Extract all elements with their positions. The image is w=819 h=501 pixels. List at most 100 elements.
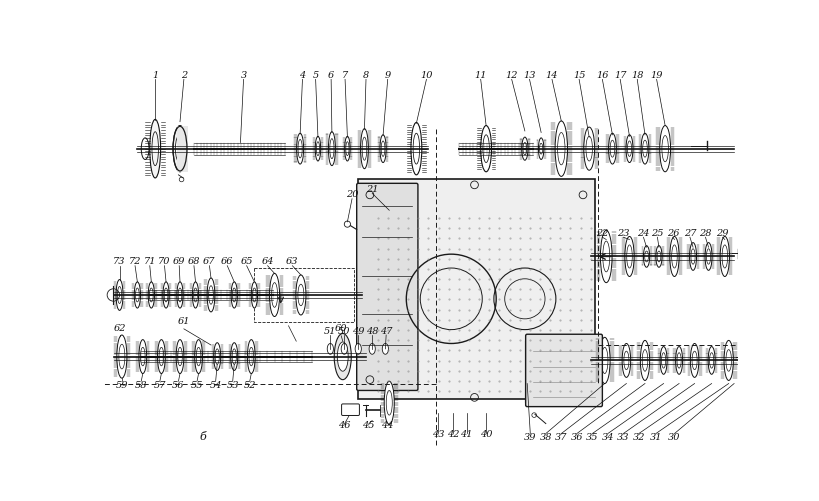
Ellipse shape	[661, 136, 667, 162]
Ellipse shape	[599, 337, 609, 384]
Text: 64: 64	[261, 258, 274, 267]
Ellipse shape	[232, 288, 236, 302]
Ellipse shape	[386, 390, 391, 415]
Text: 38: 38	[539, 433, 551, 442]
Ellipse shape	[656, 251, 660, 262]
Ellipse shape	[480, 126, 491, 172]
Ellipse shape	[521, 137, 527, 160]
Bar	[177, 126, 188, 172]
Text: 11: 11	[474, 71, 486, 80]
Text: 51: 51	[324, 327, 336, 336]
Ellipse shape	[539, 143, 542, 154]
Bar	[253, 268, 354, 322]
Text: 24: 24	[636, 229, 649, 238]
Ellipse shape	[192, 282, 198, 308]
Ellipse shape	[116, 335, 127, 378]
Ellipse shape	[341, 344, 347, 354]
Ellipse shape	[482, 135, 489, 162]
Ellipse shape	[296, 275, 305, 315]
Text: 60: 60	[334, 324, 347, 333]
Ellipse shape	[384, 381, 394, 424]
Ellipse shape	[344, 136, 350, 161]
Ellipse shape	[627, 141, 631, 156]
Ellipse shape	[150, 119, 161, 178]
Text: 67: 67	[203, 258, 215, 267]
Text: 61: 61	[178, 317, 190, 326]
Ellipse shape	[269, 274, 279, 317]
Text: 69: 69	[173, 258, 185, 267]
Ellipse shape	[659, 347, 667, 374]
Text: 1: 1	[152, 71, 158, 80]
Ellipse shape	[149, 288, 153, 302]
Ellipse shape	[704, 242, 711, 271]
Text: 37: 37	[554, 433, 567, 442]
FancyBboxPatch shape	[356, 183, 418, 390]
Ellipse shape	[140, 347, 145, 366]
Text: 32: 32	[631, 433, 645, 442]
Text: б: б	[200, 432, 206, 442]
Ellipse shape	[600, 347, 607, 374]
Ellipse shape	[196, 347, 201, 366]
Text: 59: 59	[115, 381, 128, 390]
Ellipse shape	[641, 350, 647, 371]
Text: 48: 48	[365, 327, 378, 336]
Ellipse shape	[327, 344, 333, 354]
Ellipse shape	[625, 135, 632, 162]
Ellipse shape	[382, 344, 388, 354]
Ellipse shape	[152, 132, 158, 166]
Text: 22: 22	[595, 229, 608, 238]
Text: 21: 21	[365, 185, 378, 194]
Ellipse shape	[379, 135, 386, 162]
Text: 71: 71	[143, 258, 156, 267]
Ellipse shape	[247, 340, 255, 374]
Text: 8: 8	[363, 71, 369, 80]
Text: 16: 16	[595, 71, 608, 80]
Text: 5: 5	[312, 71, 319, 80]
Ellipse shape	[232, 349, 236, 364]
Ellipse shape	[157, 340, 165, 374]
Ellipse shape	[557, 132, 564, 165]
Text: 23: 23	[617, 229, 629, 238]
FancyBboxPatch shape	[342, 404, 359, 415]
Ellipse shape	[644, 251, 648, 262]
Text: 39: 39	[523, 433, 536, 442]
Ellipse shape	[381, 141, 384, 156]
Text: 12: 12	[505, 71, 518, 80]
Ellipse shape	[346, 142, 349, 156]
Ellipse shape	[296, 133, 303, 164]
Ellipse shape	[689, 242, 695, 271]
Ellipse shape	[659, 126, 670, 172]
Ellipse shape	[176, 340, 183, 374]
Text: 63: 63	[286, 258, 298, 267]
Ellipse shape	[328, 132, 335, 166]
Ellipse shape	[661, 353, 665, 368]
Text: 3: 3	[240, 71, 247, 80]
Text: 41: 41	[460, 430, 473, 439]
Text: 56: 56	[172, 381, 184, 390]
Ellipse shape	[231, 282, 237, 308]
Ellipse shape	[193, 288, 197, 302]
Ellipse shape	[369, 344, 375, 354]
Ellipse shape	[523, 142, 526, 155]
Text: 66: 66	[221, 258, 233, 267]
Ellipse shape	[163, 282, 169, 308]
Ellipse shape	[178, 288, 182, 302]
Text: 62: 62	[113, 324, 125, 333]
Ellipse shape	[624, 236, 633, 277]
Text: 7: 7	[342, 71, 348, 80]
Ellipse shape	[214, 343, 220, 370]
Ellipse shape	[719, 236, 729, 277]
Ellipse shape	[723, 340, 732, 380]
Text: 14: 14	[545, 71, 558, 80]
Text: 19: 19	[649, 71, 662, 80]
Text: 53: 53	[226, 381, 238, 390]
Text: 4: 4	[299, 71, 305, 80]
Text: 15: 15	[572, 71, 585, 80]
Ellipse shape	[355, 344, 361, 354]
Text: 36: 36	[570, 433, 582, 442]
Text: 20: 20	[346, 190, 358, 199]
Text: 49: 49	[351, 327, 364, 336]
Text: 33: 33	[617, 433, 629, 442]
Ellipse shape	[297, 139, 302, 158]
Ellipse shape	[252, 288, 256, 302]
